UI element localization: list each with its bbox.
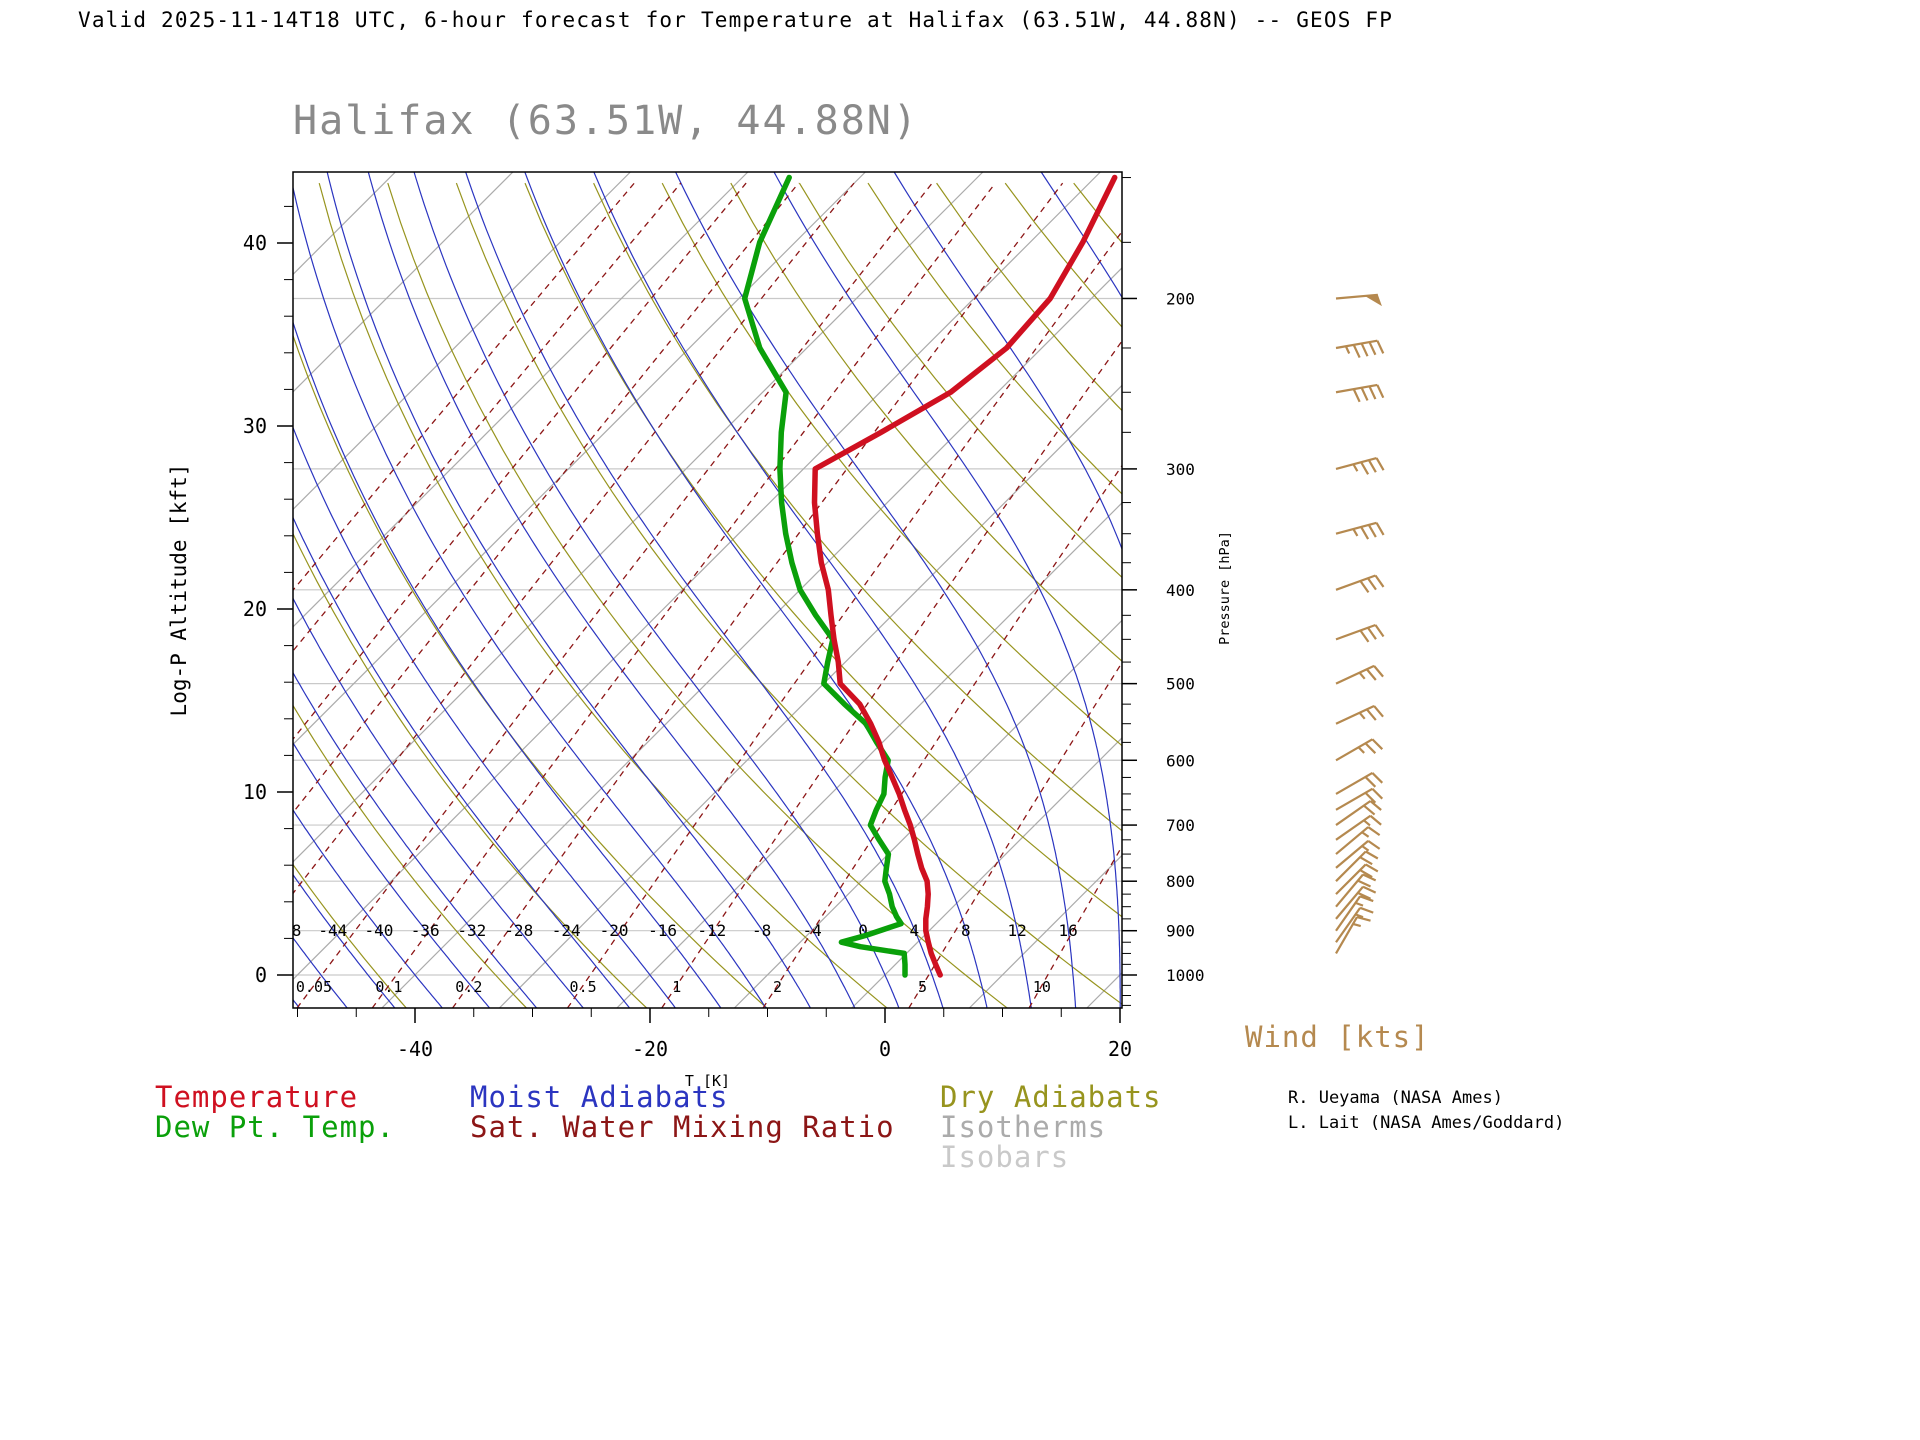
temperature-curve	[811, 174, 1118, 978]
credit-line-2: L. Lait (NASA Ames/Goddard)	[1288, 1113, 1565, 1133]
svg-text:10: 10	[243, 780, 267, 804]
svg-text:-24: -24	[552, 921, 581, 940]
right-axis: 200 300 400 500 600 700 800 900 1000	[1122, 177, 1205, 1006]
svg-text:200: 200	[1166, 289, 1195, 308]
svg-text:-4: -4	[802, 921, 821, 940]
svg-text:12: 12	[1007, 921, 1026, 940]
svg-text:0: 0	[858, 921, 868, 940]
svg-text:8: 8	[961, 921, 971, 940]
svg-text:0.2: 0.2	[455, 978, 482, 996]
svg-text:1000: 1000	[1166, 966, 1205, 985]
legend-sat-water-mixing: Sat. Water Mixing Ratio	[470, 1110, 895, 1144]
svg-text:30: 30	[243, 414, 267, 438]
svg-text:600: 600	[1166, 751, 1195, 770]
svg-text:1: 1	[672, 978, 681, 996]
left-axis: 0 10 20 30 40	[243, 205, 293, 987]
svg-text:-40: -40	[397, 1037, 433, 1061]
legend-isotherms: Isotherms	[940, 1110, 1107, 1144]
svg-text:700: 700	[1166, 816, 1195, 835]
sounding-curves	[741, 174, 1118, 978]
legend-temperature: Temperature	[155, 1080, 359, 1114]
svg-text:800: 800	[1166, 872, 1195, 891]
left-axis-label: Log-P Altitude [kft]	[167, 464, 191, 717]
svg-text:400: 400	[1166, 581, 1195, 600]
svg-text:0: 0	[255, 963, 267, 987]
svg-text:16: 16	[1059, 921, 1078, 940]
x-axis-label: T [K]	[685, 1072, 730, 1090]
svg-text:300: 300	[1166, 460, 1195, 479]
svg-text:2: 2	[773, 978, 782, 996]
right-axis-label: Pressure [hPa]	[1217, 531, 1233, 645]
svg-text:-36: -36	[411, 921, 440, 940]
legend-moist-adiabats: Moist Adiabats	[470, 1080, 729, 1114]
moist-adiabat-labels: -48 -44 -40 -36 -32 -28 -24 -20 -16 -12 -8 -4 0 4 8 12 1…	[272, 921, 1078, 940]
svg-text:-28: -28	[504, 921, 533, 940]
svg-text:5: 5	[918, 978, 927, 996]
svg-text:900: 900	[1166, 922, 1195, 941]
chart-title: Halifax (63.51W, 44.88N)	[293, 98, 919, 144]
svg-text:-48: -48	[272, 921, 301, 940]
svg-text:0: 0	[879, 1037, 891, 1061]
svg-text:-44: -44	[318, 921, 347, 940]
dry-adiabats	[293, 182, 1122, 1008]
svg-text:10: 10	[1033, 978, 1051, 996]
svg-text:-12: -12	[697, 921, 726, 940]
wind-barbs	[1335, 293, 1385, 954]
svg-text:-16: -16	[648, 921, 677, 940]
dewpoint-curve	[741, 174, 908, 978]
svg-text:500: 500	[1166, 675, 1195, 694]
svg-text:0.5: 0.5	[570, 978, 597, 996]
legend-isobars: Isobars	[940, 1140, 1070, 1174]
svg-text:20: 20	[1108, 1037, 1132, 1061]
bottom-axis: -40 -20 0 20	[297, 1008, 1132, 1061]
svg-text:-40: -40	[364, 921, 393, 940]
validity-title: Valid 2025-11-14T18 UTC, 6-hour forecast…	[78, 8, 1394, 32]
plot-background: -48 -44 -40 -36 -32 -28 -24 -20 -16 -12 -8 -4 0 4 8 12 1…	[272, 172, 1122, 1008]
svg-text:-20: -20	[632, 1037, 668, 1061]
svg-text:-8: -8	[752, 921, 771, 940]
isotherms	[293, 172, 1122, 1008]
svg-text:40: 40	[243, 231, 267, 255]
svg-text:0.1: 0.1	[375, 978, 402, 996]
legend-dewpoint: Dew Pt. Temp.	[155, 1110, 395, 1144]
legend-dry-adiabats: Dry Adiabats	[940, 1080, 1162, 1114]
isobars	[293, 297, 1122, 976]
mixing-ratio-labels: 0.05 0.1 0.2 0.5 1 2 5 10	[296, 978, 1051, 996]
wind-units-label: Wind [kts]	[1245, 1020, 1430, 1054]
credit-line-1: R. Ueyama (NASA Ames)	[1288, 1088, 1503, 1108]
svg-text:20: 20	[243, 597, 267, 621]
moist-adiabats	[293, 172, 1122, 1008]
svg-text:-32: -32	[457, 921, 486, 940]
svg-text:-20: -20	[600, 921, 629, 940]
svg-text:0.05: 0.05	[296, 978, 332, 996]
mixing-ratio-lines	[293, 182, 1122, 1008]
svg-text:4: 4	[910, 921, 920, 940]
